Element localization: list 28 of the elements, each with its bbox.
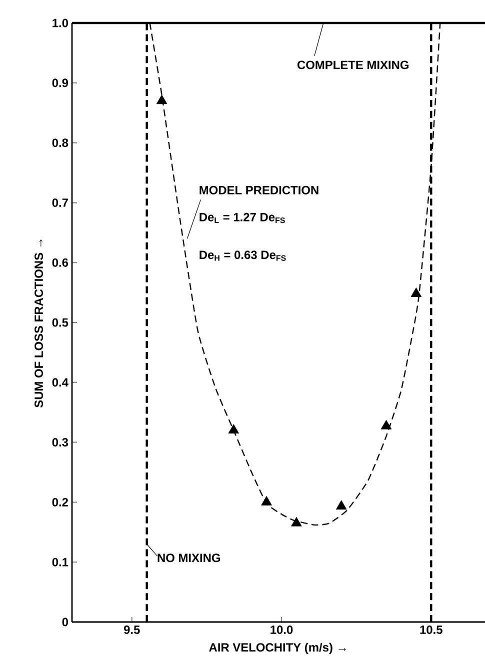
y-tick-label: 0.1: [52, 558, 68, 566]
y-tick-label: 0.2: [52, 498, 68, 506]
y-tick-label: 0.3: [52, 438, 68, 447]
y-axis-title: SUM OF LOSS FRACTIONS →: [34, 240, 44, 408]
x-axis-title: AIR VELOCHITY (m/s) →: [209, 642, 346, 654]
y-tick-label: 0.8: [52, 138, 68, 148]
annotation: MODEL PREDICTION: [200, 186, 318, 194]
point: [336, 500, 347, 510]
annotation: De$_{L}$ = 1.27 De$_{FS}$: [200, 212, 285, 224]
point: [380, 420, 392, 430]
y-tick-label: 1.0: [52, 18, 68, 28]
x-tick-label: 10.5: [420, 626, 442, 634]
y-tick-label: 0.7: [52, 198, 68, 207]
point: [291, 516, 302, 526]
x-tick-label: 10.0: [270, 626, 293, 634]
point: [261, 496, 272, 506]
point: [156, 94, 168, 104]
ref-line-label: NO MIXING: [158, 554, 220, 562]
y-tick-label: 0: [62, 618, 68, 626]
y-tick-label: 0.4: [52, 378, 68, 387]
y-tick-label: 0.9: [52, 78, 68, 88]
y-tick-label: 0.5: [52, 318, 68, 327]
x-tick-label: 9.5: [124, 626, 140, 634]
y-tick-label: 0.6: [52, 258, 68, 267]
point: [228, 424, 239, 434]
annotation: De$_{H}$ = 0.63 De$_{FS}$: [200, 250, 286, 261]
point: [410, 288, 422, 297]
ref-line-label: COMPLETE MIXING: [297, 60, 408, 70]
